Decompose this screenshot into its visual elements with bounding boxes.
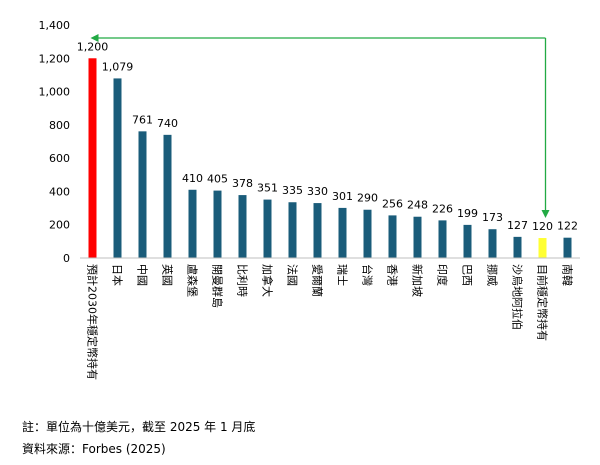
bar-value-label: 120 <box>532 220 553 233</box>
bar <box>488 229 497 258</box>
bar-value-label: 351 <box>257 182 278 195</box>
category-label: 英國 <box>161 264 175 286</box>
bar-value-label: 378 <box>232 177 253 190</box>
arrow-head-left <box>90 34 99 42</box>
category-label: 中國 <box>136 264 149 286</box>
category-label: 南韓 <box>561 264 574 286</box>
category-label: 愛爾蘭 <box>311 264 324 297</box>
bar-value-label: 740 <box>157 117 178 130</box>
bar <box>363 209 372 258</box>
bar-value-label: 761 <box>132 113 153 126</box>
bar-value-label: 335 <box>282 184 303 197</box>
category-label: 比利時 <box>236 264 249 297</box>
bar <box>188 189 197 258</box>
category-label: 法國 <box>286 264 300 286</box>
footnote-unit: 註：單位為十億美元，截至 2025 年 1 月底 <box>22 420 256 434</box>
bar-value-label: 290 <box>357 192 378 205</box>
y-tick-label: 1,400 <box>39 19 71 32</box>
bars <box>88 58 572 259</box>
category-label: 巴西 <box>461 264 474 286</box>
y-tick-label: 600 <box>49 152 70 165</box>
bar <box>338 207 347 258</box>
category-label: 挪威 <box>486 264 500 286</box>
bar <box>263 199 272 258</box>
category-label: 沙烏地阿拉伯 <box>511 264 525 330</box>
bar-value-label: 122 <box>557 220 578 233</box>
category-label: 新加坡 <box>411 264 425 297</box>
bar <box>163 134 172 258</box>
footnote-source: 資料來源：Forbes (2025) <box>22 442 166 456</box>
category-label: 開曼群島 <box>211 264 225 308</box>
bar-value-label: 199 <box>457 207 478 220</box>
bar-value-label: 127 <box>507 219 528 232</box>
category-label: 日本 <box>111 264 125 286</box>
bar <box>113 78 122 258</box>
category-label: 目前穩定幣持有 <box>536 264 550 341</box>
bar <box>88 58 97 259</box>
category-label: 瑞士 <box>336 264 350 286</box>
category-label: 香港 <box>386 264 399 286</box>
bar <box>563 237 572 258</box>
bar <box>413 216 422 258</box>
bar-value-label: 410 <box>182 172 203 185</box>
bar <box>138 131 147 258</box>
bar <box>538 238 547 258</box>
arrow-annotation <box>90 34 550 219</box>
category-label: 台灣 <box>361 264 375 286</box>
y-tick-label: 400 <box>49 185 70 198</box>
category-label: 盧森堡 <box>186 264 200 297</box>
y-tick-label: 0 <box>63 252 70 265</box>
bar <box>313 203 322 258</box>
bar-value-label: 173 <box>482 211 503 224</box>
category-label: 預計2030年穩定幣持有 <box>86 264 100 380</box>
bar-chart: 0 200 400 600 800 1,000 1,200 1,400 1,200 1,079 7… <box>39 19 580 380</box>
bar <box>438 220 447 258</box>
y-tick-label: 1,000 <box>39 86 71 99</box>
bar-value-label: 256 <box>382 197 403 210</box>
bar <box>463 224 472 258</box>
bar-value-label: 301 <box>332 190 353 203</box>
y-tick-label: 200 <box>49 219 70 232</box>
arrow-head-down <box>541 210 550 219</box>
y-axis: 0 200 400 600 800 1,000 1,200 1,400 <box>39 19 71 265</box>
bar-value-label: 1,200 <box>77 40 109 53</box>
bar <box>288 202 297 258</box>
value-labels: 1,200 1,079 761 740 410 405 378 351 335 330 301 290… <box>77 40 578 233</box>
bar-value-label: 226 <box>432 202 453 215</box>
bar-value-label: 330 <box>307 185 328 198</box>
y-tick-label: 800 <box>49 119 70 132</box>
category-labels: 預計2030年穩定幣持有 日本 中國 英國 盧森堡 開曼群島 比利時 加拿大 法國 愛爾蘭 瑞士 台灣… <box>86 264 574 380</box>
bar <box>513 236 522 258</box>
bar-value-label: 405 <box>207 173 228 186</box>
category-label: 加拿大 <box>261 264 275 297</box>
bar <box>213 190 222 258</box>
bar-value-label: 248 <box>407 199 428 212</box>
bar-value-label: 1,079 <box>102 60 134 73</box>
y-tick-label: 1,200 <box>39 52 71 65</box>
bar <box>238 195 247 258</box>
bar <box>388 215 397 258</box>
category-label: 印度 <box>436 264 450 286</box>
